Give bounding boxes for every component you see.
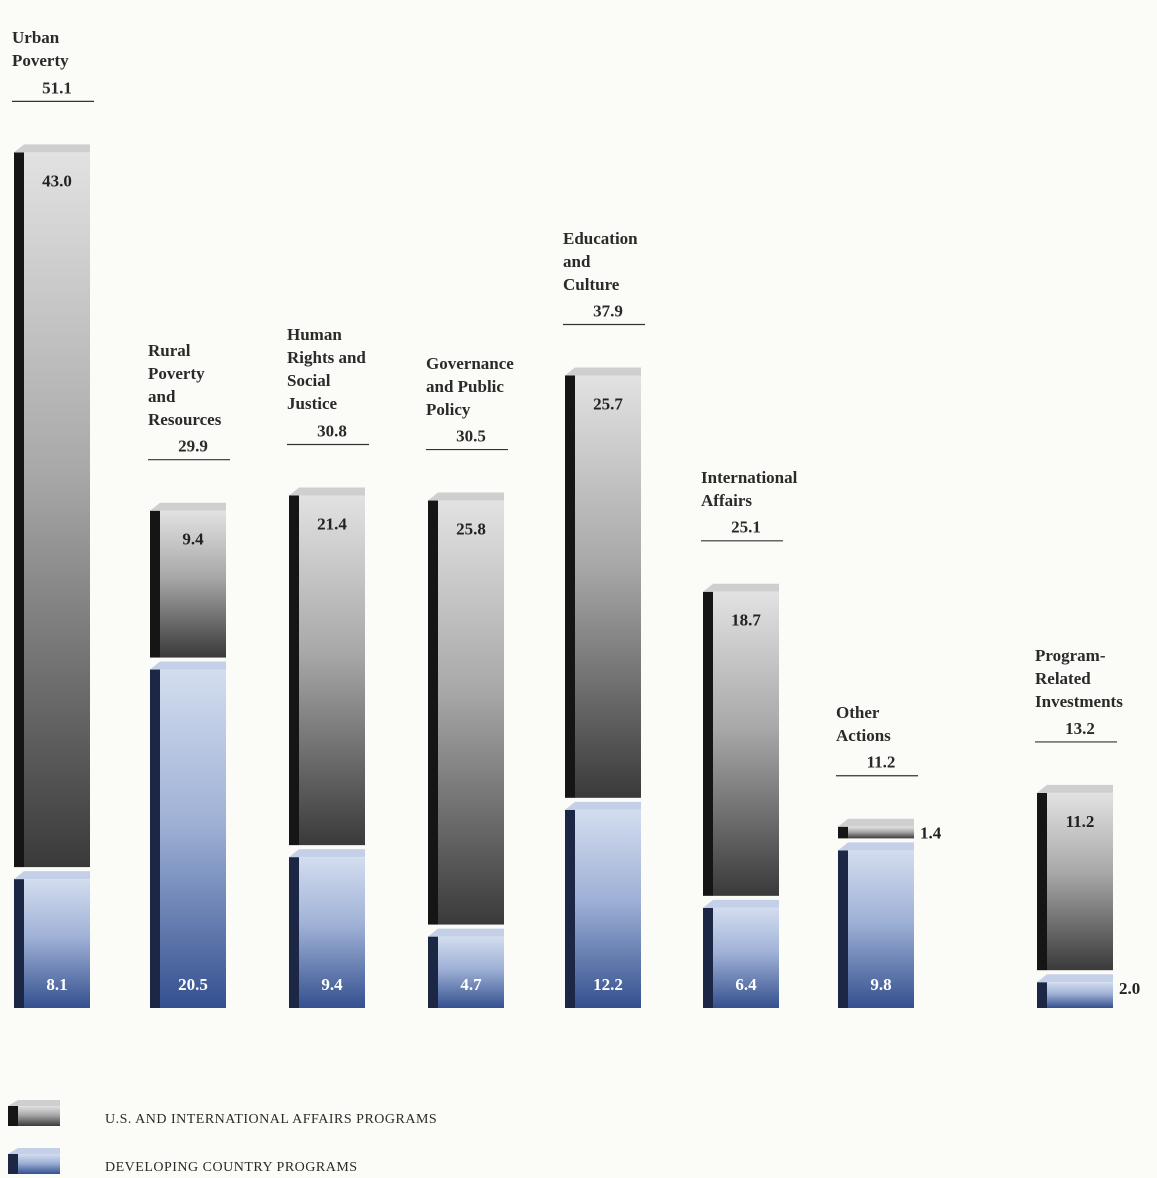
bar-top xyxy=(1037,974,1113,983)
total-label: 30.8 xyxy=(317,421,347,440)
bar-side xyxy=(289,495,299,846)
total-label: 13.2 xyxy=(1065,719,1095,738)
legend-label: U.S. AND INTERNATIONAL AFFAIRS PROGRAMS xyxy=(105,1112,437,1127)
bar-top xyxy=(289,849,365,858)
bar xyxy=(160,510,226,658)
bar xyxy=(299,857,365,1008)
bar xyxy=(575,809,641,1008)
bar-side xyxy=(289,857,299,1008)
bar-side xyxy=(14,152,24,868)
legend-swatch xyxy=(18,1154,60,1174)
category-label: Rural Poverty and Resources xyxy=(148,340,222,429)
bar-top xyxy=(14,871,90,880)
bar-side xyxy=(14,879,24,1008)
total-label: 30.5 xyxy=(456,426,486,445)
bar xyxy=(24,879,90,1008)
bar-top xyxy=(838,842,914,851)
legend-top xyxy=(8,1100,60,1106)
value-label: 8.1 xyxy=(46,975,67,994)
bar-side xyxy=(838,850,848,1008)
bar xyxy=(848,850,914,1008)
value-label: 18.7 xyxy=(731,611,761,630)
value-label: 9.8 xyxy=(870,975,891,994)
bar xyxy=(1047,792,1113,971)
bar-side xyxy=(565,375,575,798)
bar xyxy=(160,669,226,1008)
category-label: Program- Related Investments xyxy=(1035,645,1123,711)
legend-label: DEVELOPING COUNTRY PROGRAMS xyxy=(105,1160,358,1175)
total-label: 37.9 xyxy=(593,301,623,320)
bar-side xyxy=(428,936,438,1008)
bar-side xyxy=(565,809,575,1008)
category-label: Human Rights and Social Justice xyxy=(287,325,366,414)
bar-top xyxy=(150,502,226,511)
category-label: Governance and Public Policy xyxy=(426,353,514,419)
bar xyxy=(1047,982,1113,1008)
value-label: 25.8 xyxy=(456,519,486,538)
bar xyxy=(299,495,365,846)
bar-side xyxy=(838,826,848,839)
total-label: 51.1 xyxy=(42,78,72,97)
bar xyxy=(24,152,90,868)
bar-top xyxy=(703,583,779,592)
value-label: 9.4 xyxy=(321,975,343,994)
total-label: 25.1 xyxy=(731,518,761,537)
bar-top xyxy=(565,801,641,810)
value-label: 20.5 xyxy=(178,975,208,994)
category-label: Urban Poverty xyxy=(12,28,69,71)
legend-top xyxy=(8,1148,60,1154)
bar xyxy=(438,936,504,1008)
bar-top xyxy=(14,144,90,153)
total-label: 29.9 xyxy=(178,437,208,456)
bar-top xyxy=(565,367,641,376)
bar-side xyxy=(703,591,713,896)
bar-top xyxy=(428,928,504,937)
category-label: Other Actions xyxy=(836,702,891,745)
bar xyxy=(575,375,641,798)
bar-side xyxy=(1037,982,1047,1008)
bar-top xyxy=(838,818,914,827)
category-label: International Affairs xyxy=(701,467,798,510)
bar-side xyxy=(1037,792,1047,971)
bar xyxy=(848,826,914,839)
bar xyxy=(713,591,779,896)
value-label: 11.2 xyxy=(1066,812,1095,831)
bar-side xyxy=(150,669,160,1008)
bar xyxy=(438,500,504,925)
total-label: 11.2 xyxy=(867,753,896,772)
value-label: 1.4 xyxy=(920,823,942,842)
bar-top xyxy=(428,492,504,501)
bar-top xyxy=(289,487,365,496)
value-label: 25.7 xyxy=(593,394,623,413)
legend-swatch xyxy=(18,1106,60,1126)
legend-side xyxy=(8,1106,18,1126)
value-label: 12.2 xyxy=(593,975,623,994)
bar-side xyxy=(150,510,160,658)
bar-top xyxy=(703,899,779,908)
bar-side xyxy=(428,500,438,925)
bar-top xyxy=(150,661,226,670)
category-label: Education and Culture xyxy=(563,228,638,294)
bar-side xyxy=(703,907,713,1008)
value-label: 21.4 xyxy=(317,514,347,533)
value-label: 2.0 xyxy=(1119,979,1140,998)
value-label: 6.4 xyxy=(735,975,757,994)
legend-side xyxy=(8,1154,18,1174)
value-label: 9.4 xyxy=(182,530,204,549)
value-label: 4.7 xyxy=(460,975,482,994)
bar xyxy=(713,907,779,1008)
value-label: 43.0 xyxy=(42,171,72,190)
bar-top xyxy=(1037,784,1113,793)
